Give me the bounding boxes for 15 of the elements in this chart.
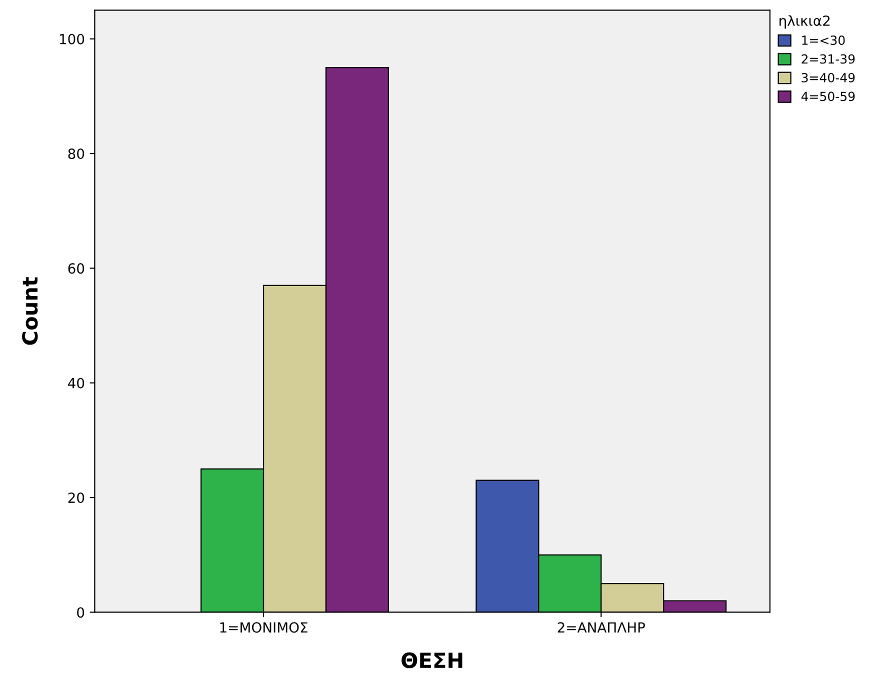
y-tick-label: 60 bbox=[68, 263, 84, 274]
x-tick-label: 1=ΜΟΝΙΜΟΣ bbox=[220, 622, 308, 633]
x-tick-label: 2=ΑΝΑΠΛΗΡ bbox=[558, 622, 645, 632]
y-tick-label: 100 bbox=[60, 34, 84, 44]
y-axis-title: Count bbox=[22, 277, 38, 345]
legend-label: 2=31-39 bbox=[802, 54, 855, 64]
x-axis-title: ΘΕΣΗ bbox=[402, 652, 462, 668]
legend-label: 3=40-49 bbox=[802, 72, 855, 82]
legend-title: ηλικια2 bbox=[780, 15, 830, 29]
legend-label: 1=<30 bbox=[802, 36, 845, 45]
legend-label: 4=50-59 bbox=[801, 92, 855, 102]
y-tick-label: 20 bbox=[68, 492, 84, 504]
y-tick-label: 40 bbox=[68, 378, 84, 388]
y-tick-label: 80 bbox=[68, 148, 84, 160]
y-tick-label: 0 bbox=[77, 607, 84, 618]
